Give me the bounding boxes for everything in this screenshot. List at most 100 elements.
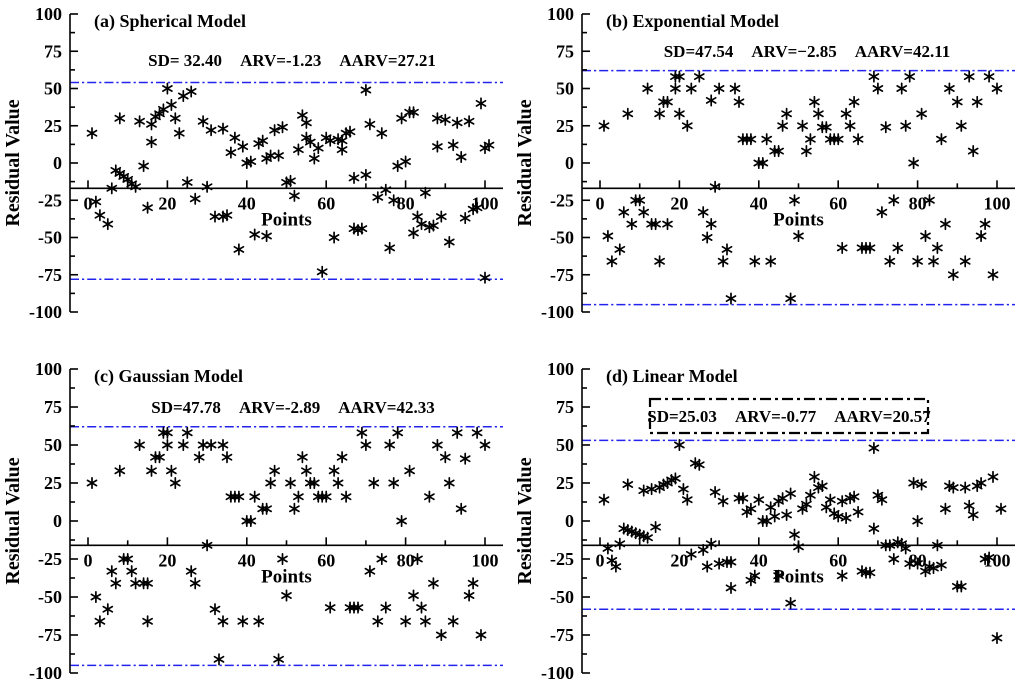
- y-tick-label: 50: [556, 79, 574, 99]
- x-tick-label: 20: [158, 193, 176, 213]
- scatter-marker-asterisk: [392, 159, 404, 173]
- scatter-marker-asterisk: [297, 109, 308, 122]
- scatter-marker-asterisk: [372, 615, 384, 628]
- scatter-marker-asterisk: [189, 577, 201, 590]
- scatter-marker-asterisk: [348, 171, 360, 184]
- scatter-marker-asterisk: [912, 255, 923, 268]
- scatter-marker-asterisk: [443, 476, 455, 490]
- scatter-marker-asterisk: [852, 505, 864, 518]
- scatter-marker-asterisk: [737, 133, 749, 146]
- scatter-marker-asterisk: [293, 143, 304, 156]
- scatter-marker-asterisk: [959, 255, 971, 268]
- scatter-marker-asterisk: [908, 156, 919, 170]
- y-tick-label: -75: [550, 625, 574, 645]
- scatter-marker-asterisk: [463, 589, 475, 602]
- scatter-marker-asterisk: [749, 569, 761, 582]
- y-tick-label: 50: [44, 435, 62, 455]
- scatter-marker-asterisk: [412, 552, 423, 566]
- y-tick-label: 0: [565, 153, 574, 173]
- scatter-marker-asterisk: [360, 438, 372, 452]
- stat-arv: ARV=-1.23: [240, 51, 321, 70]
- scatter-marker-asterisk: [693, 70, 705, 83]
- scatter-marker-asterisk: [245, 514, 257, 528]
- scatter-marker-asterisk: [400, 615, 411, 628]
- scatter-marker-asterisk: [225, 490, 237, 503]
- scatter-marker-asterisk: [483, 139, 495, 152]
- scatter-marker-asterisk: [674, 70, 685, 83]
- scatter-marker-asterisk: [245, 155, 257, 168]
- scatter-marker-asterisk: [114, 112, 126, 125]
- scatter-marker-asterisk: [142, 201, 153, 214]
- scatter-marker-asterisk: [332, 476, 344, 490]
- scatter-marker-asterisk: [142, 615, 153, 628]
- scatter-marker-asterisk: [134, 115, 145, 128]
- scatter-marker-asterisk: [733, 492, 745, 505]
- scatter-marker-asterisk: [304, 476, 316, 490]
- scatter-marker-asterisk: [368, 476, 380, 490]
- scatter-marker-asterisk: [634, 194, 646, 207]
- scatter-marker-asterisk: [237, 140, 249, 153]
- scatter-marker-asterisk: [642, 82, 653, 95]
- scatter-marker-asterisk: [924, 194, 935, 207]
- stat-aarv: AARV=42.11: [855, 42, 951, 61]
- scatter-marker-asterisk: [975, 476, 987, 490]
- y-tick-label: 75: [556, 41, 574, 61]
- scatter-marker-asterisk: [721, 243, 733, 256]
- scatter-marker-asterisk: [404, 464, 415, 477]
- x-tick-label: 60: [317, 193, 335, 213]
- scatter-marker-asterisk: [773, 569, 784, 582]
- stats-box: [648, 397, 930, 435]
- scatter-marker-asterisk: [650, 218, 661, 231]
- scatter-marker-asterisk: [880, 539, 892, 552]
- scatter-marker-asterisk: [451, 426, 463, 439]
- data-points: [86, 82, 495, 284]
- scatter-marker-asterisk: [273, 149, 284, 162]
- scatter-marker-asterisk: [356, 426, 368, 439]
- subplot-d-svg: -100-75-50-250255075100020406080100Point…: [514, 359, 1015, 683]
- scatter-marker-asterisk: [757, 156, 769, 170]
- scatter-marker-asterisk: [273, 653, 284, 666]
- scatter-marker-asterisk: [142, 577, 153, 590]
- scatter-marker-asterisk: [432, 140, 443, 153]
- scatter-marker-asterisk: [995, 502, 1007, 515]
- scatter-marker-asterisk: [805, 133, 816, 146]
- scatter-marker-asterisk: [233, 243, 245, 256]
- scatter-marker-asterisk: [713, 82, 725, 95]
- scatter-marker-asterisk: [384, 241, 396, 254]
- scatter-marker-asterisk: [674, 438, 685, 452]
- scatter-marker-asterisk: [674, 107, 685, 120]
- scatter-marker-asterisk: [396, 514, 407, 528]
- scatter-marker-asterisk: [813, 107, 824, 120]
- x-tick-label: 40: [750, 193, 768, 213]
- y-tick-label: -50: [550, 587, 574, 607]
- stat-sd: SD= 32.40: [148, 51, 222, 70]
- scatter-marker-asterisk: [420, 186, 431, 199]
- y-tick-label: 0: [53, 511, 62, 531]
- scatter-marker-asterisk: [630, 194, 642, 207]
- scatter-marker-asterisk: [162, 82, 173, 95]
- scatter-marker-asterisk: [324, 601, 336, 614]
- scatter-marker-asterisk: [864, 566, 876, 579]
- scatter-marker-asterisk: [221, 451, 233, 464]
- x-tick-label: 60: [829, 193, 847, 213]
- scatter-marker-asterisk: [241, 514, 253, 528]
- scatter-marker-asterisk: [471, 426, 483, 439]
- scatter-marker-asterisk: [408, 589, 419, 602]
- scatter-marker-asterisk: [678, 483, 689, 496]
- scatter-marker-asterisk: [955, 119, 967, 132]
- scatter-marker-asterisk: [102, 218, 114, 231]
- scatter-marker-asterisk: [991, 82, 1003, 95]
- scatter-marker-asterisk: [681, 119, 693, 132]
- scatter-marker-asterisk: [717, 255, 729, 268]
- scatter-marker-asterisk: [134, 438, 145, 452]
- y-tick-label: -50: [38, 587, 62, 607]
- scatter-marker-asterisk: [435, 628, 447, 642]
- scatter-marker-asterisk: [106, 565, 118, 578]
- scatter-marker-asterisk: [777, 119, 788, 132]
- scatter-marker-asterisk: [86, 476, 98, 490]
- scatter-marker-asterisk: [348, 601, 360, 614]
- axis-labels: -100-75-50-250255075100020406080100Point…: [514, 359, 1011, 683]
- scatter-marker-asterisk: [130, 577, 141, 590]
- scatter-marker-asterisk: [991, 631, 1003, 645]
